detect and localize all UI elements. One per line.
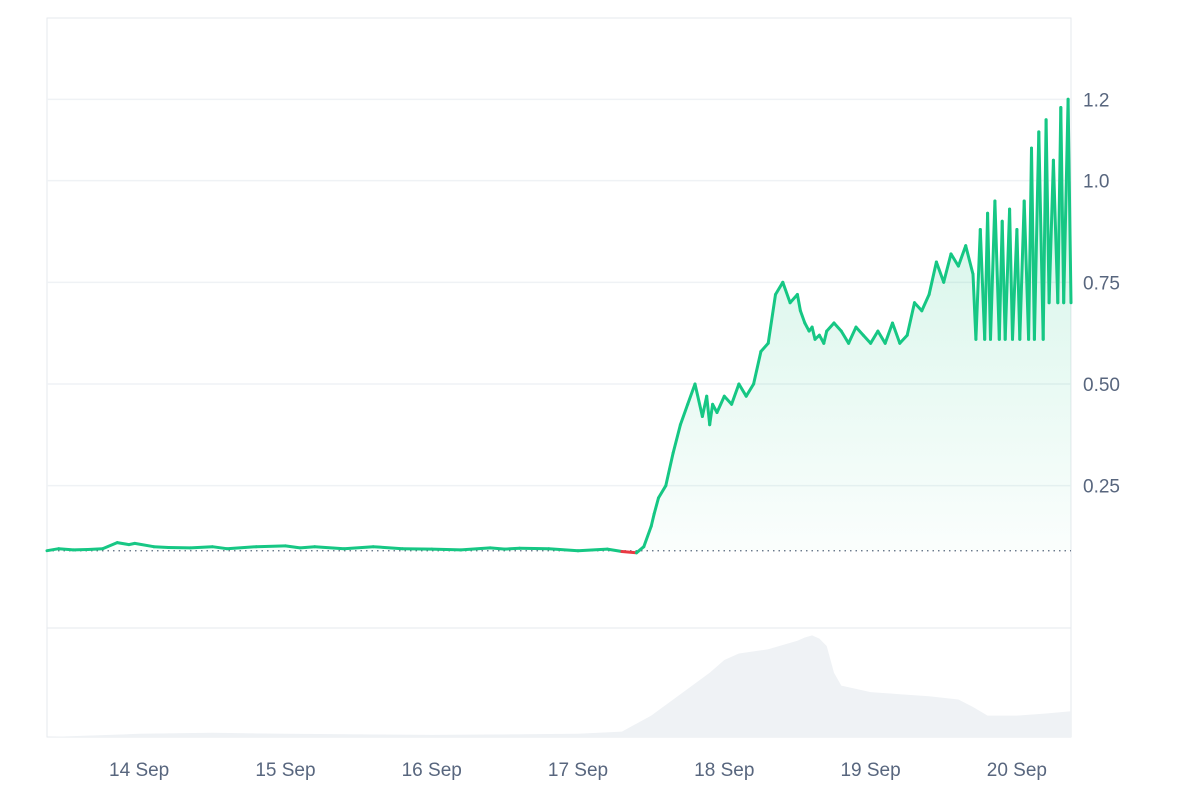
price-segment-51	[774, 280, 785, 296]
x-tick-label-0: 14 Sep	[109, 760, 169, 781]
price-segment-68	[869, 329, 880, 345]
price-segment-35	[671, 423, 682, 455]
y-tick-label-3: 1.0	[1083, 172, 1109, 193]
price-segment-14	[283, 544, 302, 550]
y-axis-labels: 0.25 0.50 0.75 1.0 1.2	[1083, 90, 1120, 497]
price-segment-32	[652, 496, 660, 516]
price-segment-38	[693, 382, 704, 418]
price-segment-34	[664, 451, 675, 488]
price-area-fill	[47, 99, 1071, 551]
price-segment-63	[832, 321, 843, 333]
price-segment-15	[298, 545, 317, 550]
y-tick-label-1: 0.50	[1083, 375, 1120, 396]
price-segment-75	[920, 293, 931, 313]
price-segment-69	[876, 329, 887, 345]
price-segment-10	[188, 545, 214, 550]
price-segment-28	[620, 550, 638, 555]
price-segment-76	[927, 260, 938, 296]
price-segment-70	[883, 321, 894, 345]
price-segment-36	[678, 402, 690, 427]
volume-area	[47, 635, 1071, 737]
y-tick-label-2: 0.75	[1083, 273, 1120, 294]
price-segment-77	[934, 260, 946, 284]
price-segment-65	[847, 325, 858, 345]
price-segment-49	[759, 341, 770, 353]
price-segment-16	[313, 545, 346, 551]
price-segment-29	[635, 545, 646, 555]
x-tick-label-4: 18 Sep	[694, 760, 754, 781]
price-segment-73	[905, 301, 916, 337]
y-tick-label-0: 0.25	[1083, 477, 1120, 498]
price-segment-25	[547, 547, 580, 553]
volume-fill	[47, 635, 1071, 737]
price-segment-26	[576, 547, 609, 553]
price-segment-3	[86, 547, 105, 551]
price-segment-33	[657, 484, 668, 500]
price-segment-21	[459, 546, 492, 552]
price-segment-55	[798, 309, 807, 325]
price-segment-52	[781, 280, 792, 305]
x-axis-labels: 14 Sep 15 Sep 16 Sep 17 Sep 18 Sep 19 Sep 20 S…	[109, 760, 1047, 781]
price-segment-79	[949, 252, 960, 268]
price-segment-50	[766, 293, 777, 345]
price-segment-31	[649, 512, 656, 528]
price-segment-64	[839, 329, 851, 345]
price-segment-58	[810, 325, 817, 341]
price-segment-61	[822, 329, 829, 345]
price-segment-17	[342, 545, 375, 551]
price-segment-23	[503, 546, 521, 551]
price-segment-13	[254, 544, 287, 549]
x-tick-label-6: 20 Sep	[987, 760, 1047, 781]
price-segment-71	[891, 321, 902, 345]
price-segment-22	[488, 546, 507, 551]
price-segment-43	[715, 394, 726, 414]
y-tick-label-4: 1.2	[1083, 90, 1109, 111]
x-tick-label-5: 19 Sep	[840, 760, 900, 781]
price-segment-48	[752, 350, 763, 386]
price-segment-62	[825, 321, 836, 333]
price-segment-45	[730, 382, 741, 406]
price-segment-81	[964, 244, 975, 276]
price-segment-41	[708, 402, 715, 427]
price-segment-80	[956, 244, 968, 268]
price-segment-11	[210, 545, 229, 551]
x-tick-label-1: 15 Sep	[255, 760, 315, 781]
price-segment-7	[133, 541, 156, 549]
price-segment-30	[642, 524, 653, 549]
price-segment-8	[152, 545, 170, 549]
price-segment-12	[225, 545, 258, 551]
price-segment-4	[101, 541, 119, 551]
price-segment-44	[722, 394, 734, 406]
price-area	[47, 99, 1071, 551]
price-segment-27	[605, 547, 624, 553]
price-segment-46	[737, 382, 748, 398]
price-segment-54	[795, 293, 802, 313]
price-segment-18	[371, 545, 404, 551]
price-segment-72	[898, 333, 909, 345]
price-segment-37	[686, 382, 697, 406]
price-segment-47	[744, 382, 756, 398]
price-segment-1	[57, 547, 75, 552]
price-segment-20	[430, 547, 463, 552]
price-line	[45, 97, 1073, 555]
price-segment-108	[1066, 97, 1073, 305]
price-segment-5	[115, 541, 131, 547]
price-segment-78	[942, 252, 953, 284]
price-segment-67	[861, 333, 873, 345]
price-segment-0	[45, 547, 61, 553]
x-tick-label-2: 16 Sep	[402, 760, 462, 781]
price-segment-74	[913, 301, 924, 313]
price-segment-66	[854, 325, 865, 337]
x-tick-label-3: 17 Sep	[548, 760, 608, 781]
